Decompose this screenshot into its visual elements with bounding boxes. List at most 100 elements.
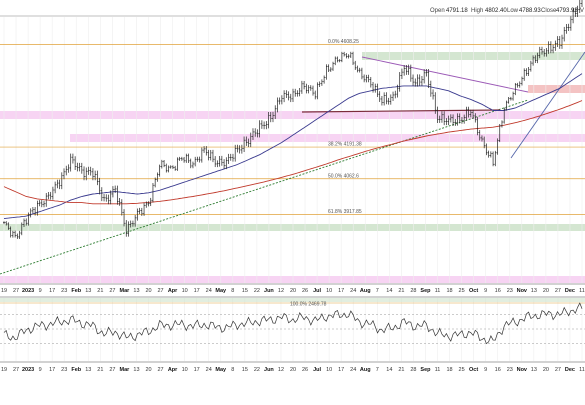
resistance-band-magenta	[0, 111, 585, 119]
price-bar	[520, 76, 523, 86]
price-bar	[378, 91, 381, 102]
price-bar	[267, 111, 270, 129]
price-bar	[345, 53, 348, 59]
price-bar	[576, 5, 579, 17]
price-bar	[56, 179, 59, 189]
price-bar	[227, 153, 230, 165]
price-bar	[318, 81, 321, 87]
price-bar	[136, 208, 139, 221]
x-tick-label: 13	[531, 288, 537, 294]
x-tick-label: 23	[507, 288, 513, 294]
price-bar	[563, 26, 566, 42]
price-bar	[220, 155, 223, 166]
price-bar	[398, 72, 401, 92]
price-bar	[85, 167, 88, 181]
x-tick-label: 16	[495, 288, 501, 294]
price-bar	[569, 16, 572, 31]
price-bar	[545, 47, 548, 57]
price-bar	[427, 68, 430, 89]
price-bar	[189, 158, 192, 169]
price-bar	[285, 90, 288, 99]
x-tick-label: Feb	[71, 288, 81, 294]
price-bar	[263, 121, 266, 130]
price-bar	[80, 162, 83, 174]
price-bar	[36, 200, 39, 216]
price-bar	[574, 8, 577, 17]
moving-averages	[3, 73, 583, 220]
price-bar	[525, 68, 528, 76]
x-tick-label: 20	[145, 367, 151, 373]
x-tick-label: Mar	[120, 367, 131, 373]
price-bar	[269, 111, 272, 123]
price-bar	[58, 179, 61, 190]
price-bar	[296, 90, 299, 97]
price-bar	[438, 115, 441, 123]
price-bars	[3, 0, 583, 240]
x-tick-label: 24	[206, 288, 212, 294]
price-bar	[369, 76, 372, 88]
price-bar	[460, 117, 463, 124]
price-bar	[247, 138, 250, 148]
x-tick-label: 13	[85, 288, 91, 294]
price-bar	[476, 117, 479, 136]
x-tick-label: 17	[49, 367, 55, 373]
price-bar	[160, 159, 163, 169]
x-tick-label: 13	[85, 367, 91, 373]
price-bar	[463, 114, 466, 124]
x-tick-label: Jun	[264, 288, 274, 294]
price-bar	[323, 75, 326, 84]
price-bar	[372, 82, 375, 93]
price-bar	[14, 230, 17, 238]
open-value: 4791.18	[446, 8, 468, 14]
price-bar	[312, 85, 315, 96]
price-bar	[109, 190, 112, 205]
x-tick-label: 21	[398, 288, 404, 294]
x-tick-label: 27	[109, 367, 115, 373]
price-bar	[154, 177, 157, 188]
price-bar	[565, 24, 568, 34]
price-bar	[485, 143, 488, 156]
oscillator-line	[3, 302, 583, 345]
price-bar	[389, 94, 392, 105]
price-bar	[129, 220, 132, 228]
open-label: Open	[430, 8, 445, 14]
price-bar	[111, 186, 114, 198]
x-tick-label: 27	[13, 367, 19, 373]
price-bar	[205, 146, 208, 156]
price-bar	[425, 68, 428, 77]
x-tick-label: 12	[278, 288, 284, 294]
price-bar	[314, 90, 317, 100]
x-tick-label: 10	[326, 367, 332, 373]
price-bar	[158, 164, 161, 177]
price-bar	[509, 96, 512, 101]
neckline	[301, 109, 501, 113]
x-tick-label: 7	[376, 288, 379, 294]
x-tick-label: Jun	[264, 367, 274, 373]
close-value: 4793.93	[556, 8, 578, 14]
price-bar	[45, 193, 48, 207]
price-bar	[327, 64, 330, 73]
price-bar	[547, 41, 550, 54]
gap-band-red	[528, 85, 585, 93]
price-bar	[309, 85, 312, 91]
x-tick-label: 20	[543, 288, 549, 294]
x-tick-label: 14	[386, 288, 392, 294]
price-bar	[363, 74, 366, 83]
price-bar	[467, 106, 470, 118]
price-bar	[540, 46, 543, 55]
ohlc-readout: Open 4791.18 High 4802.40 Low 4788.93 Cl…	[430, 8, 584, 14]
x-tick-label: 10	[182, 367, 188, 373]
x-tick-label: Dec	[565, 288, 575, 294]
x-tick-label: Jul	[313, 367, 321, 373]
x-tick-label: 13	[531, 367, 537, 373]
price-bar	[307, 85, 310, 94]
price-bar	[183, 157, 186, 163]
price-bar	[229, 153, 232, 161]
price-bar	[554, 40, 557, 51]
price-bar	[334, 56, 337, 66]
x-tick-label: 23	[61, 288, 67, 294]
x-tick-label: 10	[182, 288, 188, 294]
x-tick-label: Nov	[517, 288, 528, 294]
price-bar	[338, 59, 341, 63]
price-bar	[176, 157, 179, 171]
